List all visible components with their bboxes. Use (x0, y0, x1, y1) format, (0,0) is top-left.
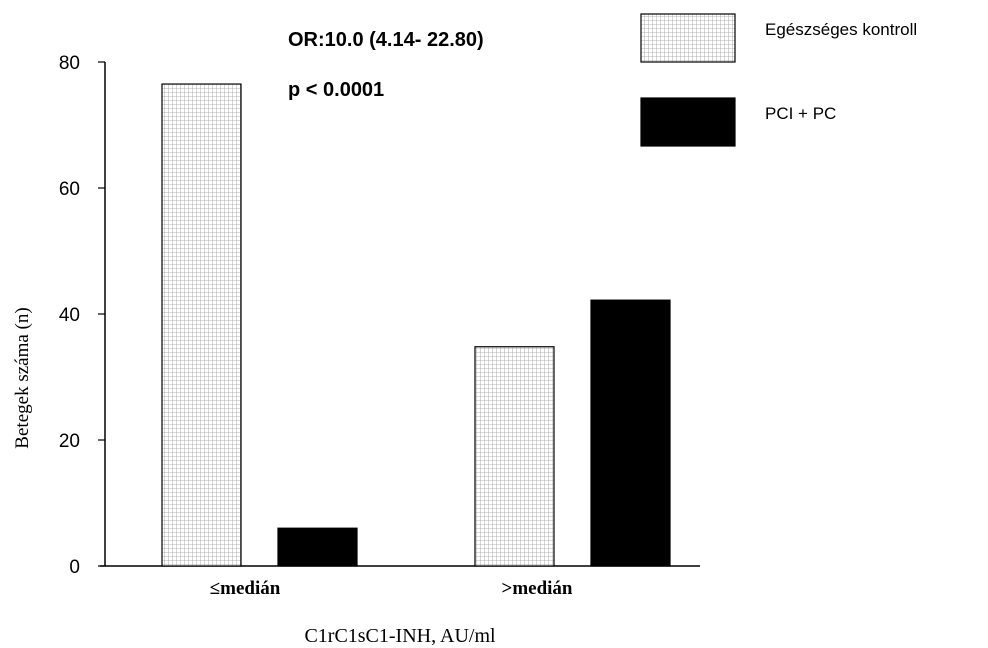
x-tick-label: ≤medián (210, 578, 281, 599)
x-tick-label: >medián (502, 578, 573, 599)
y-tick-labels: 0 20 40 60 80 (59, 53, 80, 578)
legend-swatch-control (640, 13, 736, 63)
legend: Egészséges kontroll PCI + PC (640, 13, 917, 147)
legend-swatch-pci-pc (640, 97, 736, 147)
bar-pci-pc-le-median (277, 527, 358, 567)
legend-label-control: Egészséges kontroll (765, 20, 917, 39)
bar-control-gt-median (474, 346, 555, 567)
x-axis-label: C1rC1sC1-INH, AU/ml (304, 625, 496, 647)
bar-control-le-median (161, 83, 242, 567)
legend-label-pci-pc: PCI + PC (765, 104, 836, 123)
bar-pci-pc-gt-median (590, 299, 671, 567)
annotation-p-value: p < 0.0001 (288, 79, 384, 101)
legend-item-control: Egészséges kontroll (640, 13, 917, 63)
y-axis-label: Betegek száma (n) (12, 307, 33, 448)
y-tick-label: 20 (59, 431, 80, 452)
annotation-or: OR:10.0 (4.14- 22.80) (288, 29, 484, 51)
y-ticks (98, 61, 105, 567)
y-tick-label: 0 (69, 557, 80, 578)
bars (161, 83, 671, 567)
y-tick-label: 40 (59, 305, 80, 326)
legend-item-pci-pc: PCI + PC (640, 97, 836, 147)
y-tick-label: 80 (59, 53, 80, 74)
x-tick-labels: ≤medián >medián (210, 578, 573, 599)
y-tick-label: 60 (59, 179, 80, 200)
